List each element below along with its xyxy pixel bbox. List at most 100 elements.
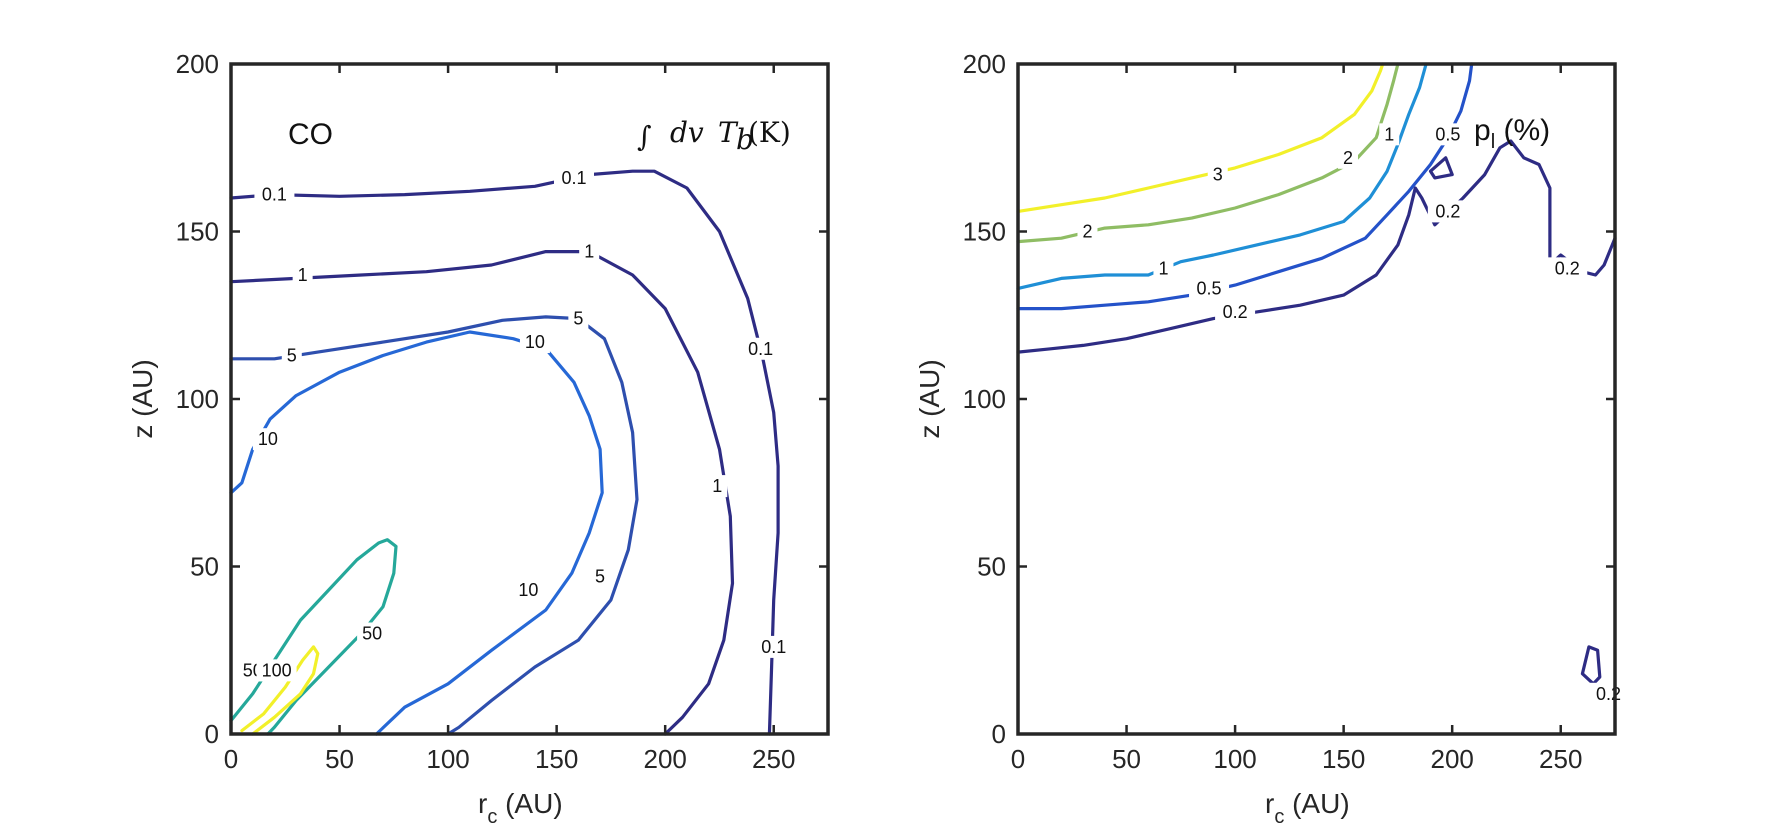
right-contour-label-bg [1427,123,1468,146]
left-contour-label-bg [554,166,595,189]
right-x-tick-label: 150 [1322,744,1365,774]
right-contour-label-1-0: 1 [1158,258,1168,278]
right-ticks: 0 50 100 150 200 250 0 50 100 150 200 [963,49,1615,774]
left-contour-label-0p1-2: 0.1 [748,339,773,359]
left-x-tick-label: 200 [643,744,686,774]
left-contour-label-bg [252,428,283,451]
right-y-tick-label: 50 [977,552,1006,582]
right-contour-label-bg [1337,146,1358,169]
right-contour-label-0p2-loop2-0: 0.2 [1596,684,1621,704]
left-x-axis-label: rc (AU) [478,788,563,828]
left-y-tick-label: 50 [190,552,219,582]
right-x-tick-label: 50 [1112,744,1141,774]
right-contour-2 [1016,62,1400,244]
left-y-tick-label: 100 [176,384,219,414]
right-contour-label-bg [1153,257,1174,280]
left-contour-label-bg [357,622,388,645]
left-contour-label-0p1-0: 0.1 [262,185,287,205]
left-contour-label-bg [513,578,544,601]
left-contour-5 [229,315,639,736]
left-contour-label-5-2: 5 [595,567,605,587]
left-contour-label-50-1: 50 [362,624,382,644]
t-text: T [718,116,739,149]
left-contour-label-bg [707,475,728,498]
left-contour-label-bg [568,307,589,330]
left-contour-label-1-1: 1 [584,242,594,262]
right-contour-label-bg [1189,277,1230,300]
left-contours [229,169,780,736]
left-contour-50 [229,538,398,736]
left-contour-label-bg [740,337,781,360]
right-contour-label-bg [1379,123,1400,146]
left-y-tick-label: 0 [205,719,219,749]
left-contour-label-10-0: 10 [258,429,278,449]
right-contour-label-0p5-0: 0.5 [1197,278,1222,298]
right-y-axis-label: z (AU) [914,359,945,438]
left-contour-label-100-0: 100 [262,660,292,680]
right-y-tick-label: 150 [963,217,1006,247]
left-contour-label-1-0: 1 [298,265,308,285]
left-contour-label-5-1: 5 [573,309,583,329]
left-y-tick-label: 200 [176,49,219,79]
right-contour-label-2-1: 2 [1343,148,1353,168]
left-contour-label-10-1: 10 [525,332,545,352]
left-contour-label-bg [590,565,611,588]
t-subscript: b [736,123,754,156]
right-contour-label-0p2-1: 0.2 [1435,201,1460,221]
left-y-tick-label: 150 [176,217,219,247]
right-contour-label-bg [1588,682,1629,705]
right-contour-label-0p2-0: 0.2 [1223,302,1248,322]
right-contour-label-bg [1427,200,1468,223]
right-contour-0p2-loop1 [1428,156,1454,180]
right-contour-label-1-1: 1 [1384,124,1394,144]
left-contour-label-bg [579,240,600,263]
left-contour-label-bg [254,183,295,206]
right-contour-1 [1016,62,1428,290]
right-annotation-pl: pl (%) [1474,114,1550,153]
left-contour-label-5-0: 5 [287,345,297,365]
left-contour-label-1-2: 1 [712,476,722,496]
left-x-tick-label: 0 [224,744,238,774]
left-contour-label-bg [519,331,550,354]
unit-k-text: (K) [748,116,791,149]
left-contour-label-bg [281,344,302,367]
right-x-tick-label: 200 [1430,744,1473,774]
left-contour-label-bg [292,264,313,287]
right-contour-label-3-0: 3 [1213,165,1223,185]
left-contour-label-bg [256,659,297,682]
right-contour-label-bg [1077,220,1098,243]
left-y-axis-label: z (AU) [127,359,158,438]
right-x-tick-label: 250 [1539,744,1582,774]
left-x-tick-label: 50 [325,744,354,774]
right-contour-label-bg [1207,163,1228,186]
left-contour-label-bg [753,635,794,658]
left-contour-10 [229,330,604,736]
right-contour-0p2-loop2 [1580,645,1602,686]
right-contour-label-0p2-2: 0.2 [1555,258,1580,278]
left-contour-1 [229,250,735,736]
left-panel-co-integrated-intensity: 0.1 0.1 0.1 0.1 1 1 1 5 5 5 10 10 10 50 50 100 0 50 100 15… [127,49,830,828]
right-contour-label-0p5-1: 0.5 [1435,124,1460,144]
right-x-axis-label: rc (AU) [1265,788,1350,828]
right-contour-label-bg [1547,257,1588,280]
left-contour-0p1 [229,169,780,736]
left-quantity-label: ∫ dv T b (K) [637,116,791,156]
left-contour-label-0p1-3: 0.1 [761,637,786,657]
left-contour-label-0p1-1: 0.1 [561,168,586,188]
left-x-tick-label: 250 [752,744,795,774]
right-x-tick-label: 100 [1213,744,1256,774]
right-contour-3 [1016,62,1385,213]
left-annotation-co: CO [288,118,333,151]
left-x-tick-label: 150 [535,744,578,774]
right-contour-label-2-0: 2 [1082,222,1092,242]
left-x-tick-label: 100 [426,744,469,774]
right-y-tick-label: 200 [963,49,1006,79]
right-contour-label-bg [1215,300,1256,323]
right-x-tick-label: 0 [1011,744,1025,774]
integral-sign: ∫ [637,120,652,153]
